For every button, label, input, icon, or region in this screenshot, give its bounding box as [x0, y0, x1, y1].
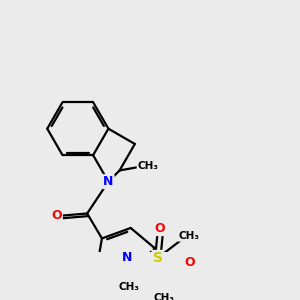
Text: CH₃: CH₃: [137, 161, 158, 171]
Text: CH₃: CH₃: [119, 282, 140, 292]
Text: N: N: [122, 251, 132, 264]
Text: O: O: [154, 222, 165, 235]
Text: CH₃: CH₃: [178, 231, 199, 241]
Text: S: S: [153, 251, 163, 265]
Text: CH₃: CH₃: [153, 293, 174, 300]
Text: N: N: [103, 175, 114, 188]
Text: O: O: [184, 256, 194, 269]
Text: O: O: [51, 209, 62, 222]
